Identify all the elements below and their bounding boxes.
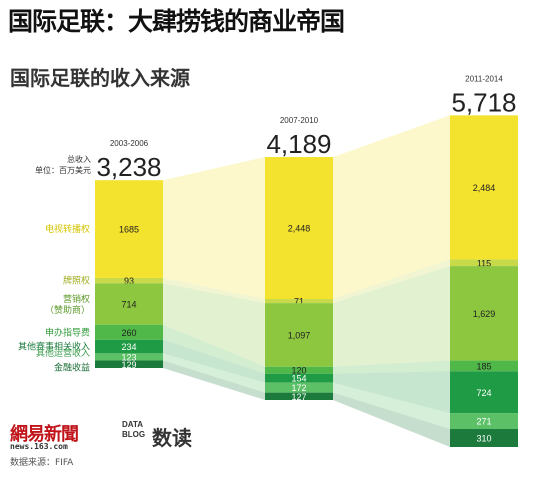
bar-tv-rights-1	[265, 157, 333, 300]
value-label-other-event-revenue-2: 724	[476, 388, 491, 398]
bar-financial-income-1	[265, 392, 333, 400]
datablog-logo: DATA BLOG	[122, 420, 146, 439]
total-value-0: 3,238	[96, 152, 161, 182]
value-label-marketing-rights-0: 714	[121, 300, 136, 310]
flow-other-operating-revenue-0	[163, 353, 265, 393]
flow-other-event-revenue-1	[333, 371, 450, 414]
value-label-marketing-rights-1: 1,097	[288, 330, 311, 340]
category-label-financial-income: 金融收益	[54, 361, 90, 373]
value-label-financial-income-0: 129	[121, 360, 136, 370]
bar-licensing-rights-1	[265, 299, 333, 304]
value-label-licensing-rights-1: 71	[294, 297, 304, 307]
flow-bid-guidance-fees-1	[333, 360, 450, 374]
bar-marketing-rights-1	[265, 303, 333, 367]
datablog-label: 数读	[152, 426, 192, 450]
value-label-other-operating-revenue-1: 172	[291, 383, 306, 393]
category-label-bid-guidance-fees: 申办指导费	[45, 326, 90, 338]
bar-licensing-rights-0	[95, 277, 163, 284]
period-label-2: 2011-2014	[465, 74, 503, 83]
value-label-licensing-rights-0: 93	[124, 276, 134, 286]
bar-tv-rights-0	[95, 180, 163, 278]
category-label-other-event-revenue: 其他赛事相关收入	[18, 341, 90, 353]
value-label-bid-guidance-fees-0: 260	[121, 328, 136, 338]
flow-tv-rights-1	[333, 115, 450, 300]
bar-bid-guidance-fees-2	[450, 360, 518, 372]
page-subtitle: 国际足联的收入来源	[10, 66, 190, 90]
value-label-bid-guidance-fees-1: 120	[291, 366, 306, 376]
netease-news-url: news.163.com	[10, 442, 68, 451]
value-label-other-event-revenue-0: 234	[121, 342, 136, 352]
flow-licensing-rights-0	[163, 277, 265, 304]
category-label-marketing-rights: 营销权	[63, 293, 90, 305]
bar-bid-guidance-fees-0	[95, 324, 163, 340]
bar-other-event-revenue-1	[265, 373, 333, 383]
bar-bid-guidance-fees-1	[265, 366, 333, 374]
category-label-other-operating-revenue: 其他运营收入	[36, 347, 90, 359]
value-label-other-event-revenue-1: 154	[291, 374, 306, 384]
total-value-1: 4,189	[266, 129, 331, 159]
total-revenue-legend: 总收入	[67, 154, 91, 164]
total-value-2: 5,718	[451, 87, 516, 117]
unit-legend: 单位：百万美元	[35, 165, 91, 175]
value-label-financial-income-2: 310	[476, 434, 491, 444]
bar-other-event-revenue-0	[95, 339, 163, 354]
flow-licensing-rights-1	[333, 259, 450, 304]
value-label-tv-rights-2: 2,484	[473, 183, 496, 193]
category-label-tv-rights: 电视转播权	[45, 223, 90, 235]
period-label-1: 2007-2010	[280, 116, 319, 125]
value-label-marketing-rights-2: 1,629	[473, 309, 496, 319]
bar-financial-income-0	[95, 360, 163, 368]
flow-tv-rights-0	[163, 157, 265, 300]
flow-other-operating-revenue-1	[333, 382, 450, 430]
value-label-financial-income-1: 127	[291, 392, 306, 402]
bar-financial-income-2	[450, 429, 518, 447]
bar-marketing-rights-2	[450, 266, 518, 361]
value-label-tv-rights-1: 2,448	[288, 224, 311, 234]
period-label-0: 2003-2006	[110, 139, 149, 148]
bar-marketing-rights-0	[95, 283, 163, 325]
bar-other-event-revenue-2	[450, 371, 518, 414]
flow-bid-guidance-fees-0	[163, 324, 265, 374]
page-title: 国际足联：大肆捞钱的商业帝国	[8, 7, 345, 36]
flow-marketing-rights-0	[163, 283, 265, 367]
netease-news-logo: 網易新聞	[10, 424, 79, 445]
data-source: 数据来源：FIFA	[10, 458, 74, 468]
category-sublabel-marketing-rights: （赞助商）	[45, 304, 90, 316]
flow-other-event-revenue-0	[163, 339, 265, 383]
value-label-other-operating-revenue-0: 123	[121, 352, 136, 362]
bar-other-operating-revenue-0	[95, 353, 163, 361]
value-label-bid-guidance-fees-2: 185	[476, 361, 491, 371]
flow-marketing-rights-1	[333, 266, 450, 367]
category-label-licensing-rights: 牌照权	[63, 275, 90, 287]
bar-other-operating-revenue-2	[450, 413, 518, 430]
value-label-other-operating-revenue-2: 271	[476, 417, 491, 427]
flow-financial-income-0	[163, 360, 265, 400]
bar-licensing-rights-2	[450, 259, 518, 267]
bar-other-operating-revenue-1	[265, 382, 333, 393]
bar-tv-rights-2	[450, 115, 518, 260]
value-label-tv-rights-0: 1685	[119, 225, 139, 235]
flow-financial-income-1	[333, 392, 450, 447]
value-label-licensing-rights-2: 115	[477, 258, 491, 268]
